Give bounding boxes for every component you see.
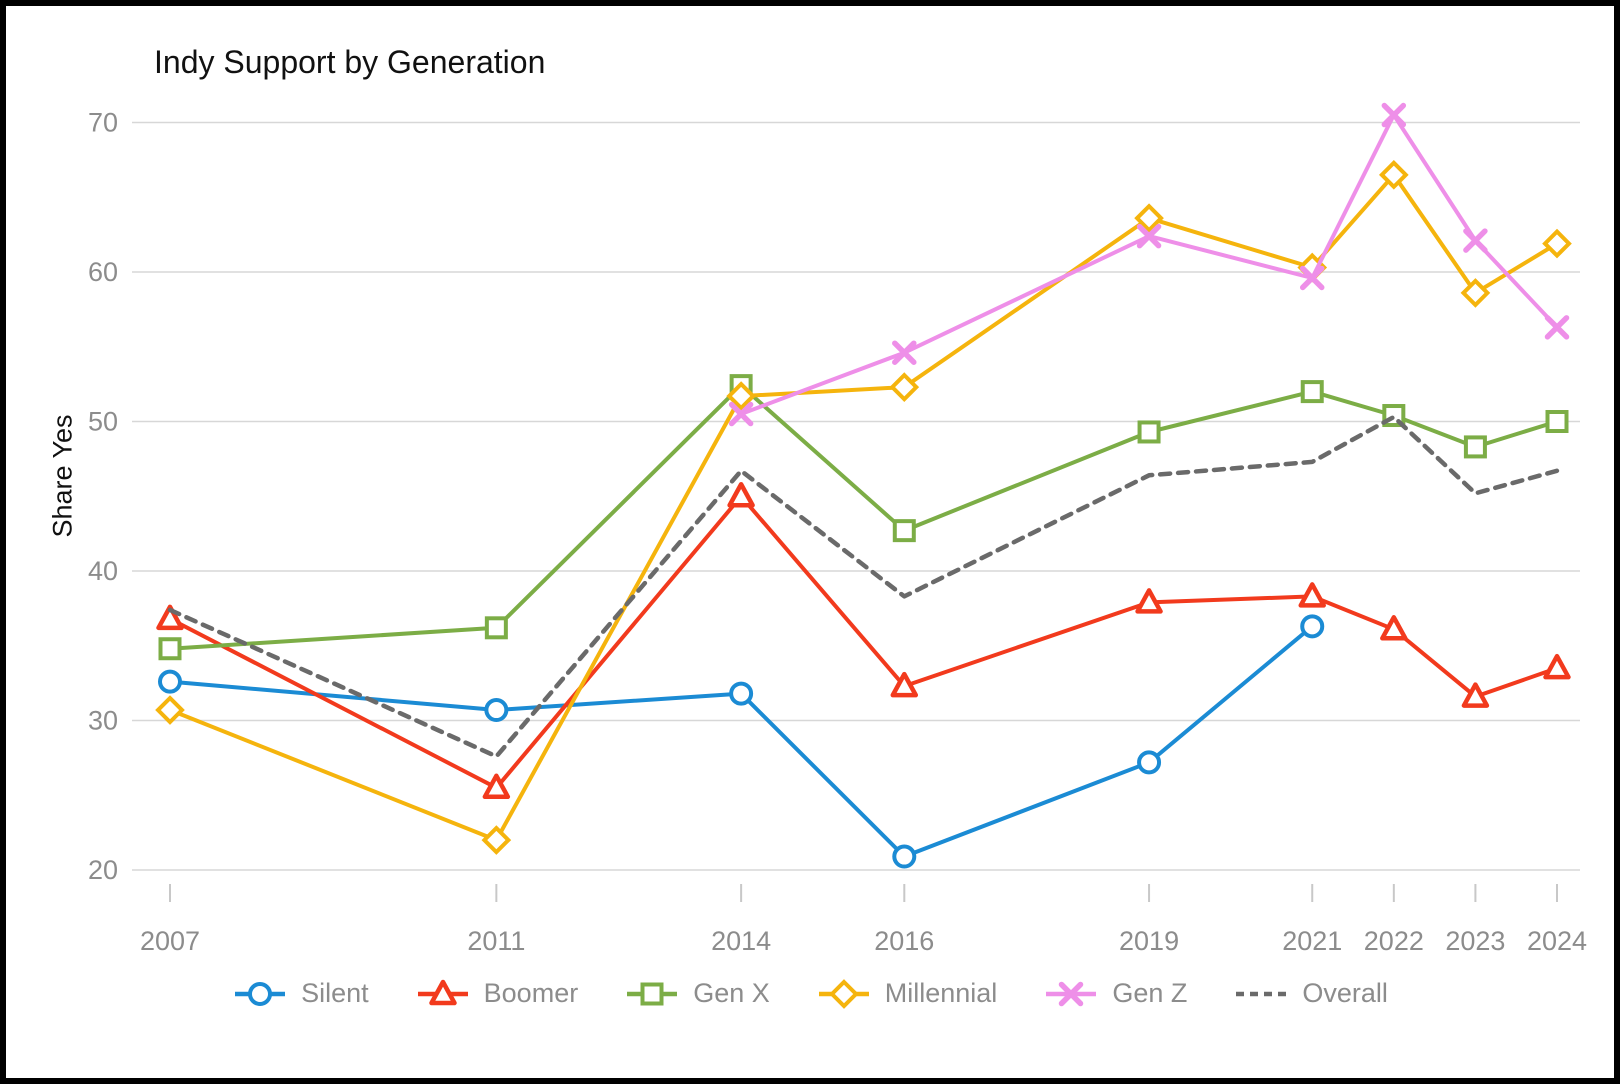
boomer-triangle-marker	[482, 773, 511, 800]
series-silent	[158, 614, 1325, 869]
x-axis: 2007 2011 2014 2016 2019 2021 2022 2023 2024	[140, 884, 1587, 956]
gen-x-square-marker	[484, 616, 508, 640]
chart-title: Indy Support by Generation	[154, 44, 546, 80]
legend-square-icon	[627, 982, 678, 1005]
series-overall	[167, 414, 1560, 759]
series-line-overall	[167, 414, 1560, 759]
silent-circle-marker	[892, 844, 917, 869]
gen-x-square-marker	[1300, 380, 1324, 404]
x-tick-label: 2024	[1527, 926, 1587, 956]
y-tick-label: 60	[88, 257, 118, 287]
legend-item-millennial: Millennial	[816, 978, 998, 1009]
millennial-diamond-marker	[481, 825, 512, 855]
x-tick-label: 2019	[1119, 926, 1179, 956]
x-tick-label: 2023	[1445, 926, 1505, 956]
gen-z-x-marker	[1544, 315, 1570, 340]
series-line-millennial	[168, 172, 1559, 843]
boomer-triangle-marker	[1543, 653, 1571, 680]
gen-x-square-marker	[1137, 420, 1161, 444]
gen-z-x-marker	[1136, 223, 1162, 249]
boomer-triangle-marker	[727, 482, 755, 508]
gen-z-x-marker	[892, 340, 917, 365]
gridlines: 20 30 40 50 60 70	[88, 108, 1580, 885]
boomer-triangle-marker	[156, 604, 184, 631]
gen-x-square-marker	[892, 519, 916, 543]
y-tick-label: 50	[88, 407, 118, 437]
legend-item-silent: Silent	[232, 978, 369, 1009]
gen-z-x-marker	[1381, 102, 1407, 128]
series-line-gen-z	[739, 113, 1559, 416]
x-tick-label: 2016	[874, 926, 934, 956]
millennial-diamond-marker	[1542, 228, 1572, 259]
series-gen-x	[158, 374, 1569, 661]
boomer-triangle-marker	[1298, 582, 1326, 608]
silent-circle-marker	[1300, 614, 1325, 639]
gen-x-square-marker	[1545, 410, 1569, 433]
silent-circle-marker	[729, 681, 754, 706]
legend-label: Millennial	[884, 978, 998, 1008]
y-tick-label: 70	[88, 108, 118, 138]
legend-label: Gen Z	[1112, 978, 1188, 1008]
legend-diamond-icon	[818, 978, 869, 1009]
legend-dashed-line-icon	[1236, 991, 1287, 996]
series-millennial	[155, 159, 1572, 855]
millennial-diamond-marker	[889, 372, 920, 402]
boomer-triangle-marker	[1380, 615, 1408, 641]
y-tick-label: 40	[88, 556, 118, 586]
gen-x-square-marker	[1463, 435, 1487, 459]
boomer-triangle-marker	[1461, 682, 1490, 708]
legend: Silent Boomer Gen X Millennial Gen Z Overall	[6, 978, 1614, 1009]
gen-z-x-marker	[1463, 228, 1488, 253]
millennial-diamond-marker	[726, 381, 756, 411]
silent-circle-marker	[158, 669, 182, 694]
x-tick-label: 2014	[711, 926, 771, 956]
gen-z-x-marker	[1299, 265, 1325, 291]
legend-item-overall: Overall	[1233, 978, 1388, 1009]
silent-circle-marker	[484, 698, 509, 723]
legend-item-boomer: Boomer	[415, 978, 579, 1009]
y-tick-label: 30	[88, 706, 118, 736]
series-line-silent	[168, 624, 1315, 859]
legend-label: Overall	[1302, 978, 1388, 1008]
x-tick-label: 2021	[1282, 926, 1342, 956]
legend-item-gen-x: Gen X	[624, 978, 770, 1009]
legend-x-icon	[1046, 981, 1097, 1006]
boomer-triangle-marker	[890, 671, 919, 698]
series-gen-z	[728, 102, 1570, 427]
legend-label: Silent	[301, 978, 369, 1008]
millennial-diamond-marker	[1134, 203, 1164, 234]
legend-label: Boomer	[483, 978, 579, 1008]
legend-item-gen-z: Gen Z	[1043, 978, 1187, 1009]
x-tick-label: 2011	[467, 926, 525, 956]
x-tick-label: 2007	[140, 926, 200, 956]
series-boomer	[156, 482, 1571, 800]
boomer-triangle-marker	[1135, 588, 1163, 614]
x-tick-label: 2022	[1364, 926, 1424, 956]
millennial-diamond-marker	[1460, 278, 1491, 308]
legend-triangle-icon	[417, 979, 468, 1005]
millennial-diamond-marker	[1378, 159, 1409, 190]
series-line-boomer	[168, 494, 1559, 790]
plot-area: 20 30 40 50 60 70 2007 2011 2014 2016 2019 2021 2022…	[88, 102, 1587, 956]
millennial-diamond-marker	[155, 695, 185, 725]
legend-label: Gen X	[693, 978, 770, 1008]
legend-circle-icon	[235, 981, 286, 1006]
gen-x-square-marker	[158, 637, 182, 661]
gen-z-x-marker	[728, 401, 754, 427]
silent-circle-marker	[1137, 750, 1162, 775]
y-tick-label: 20	[88, 855, 118, 885]
